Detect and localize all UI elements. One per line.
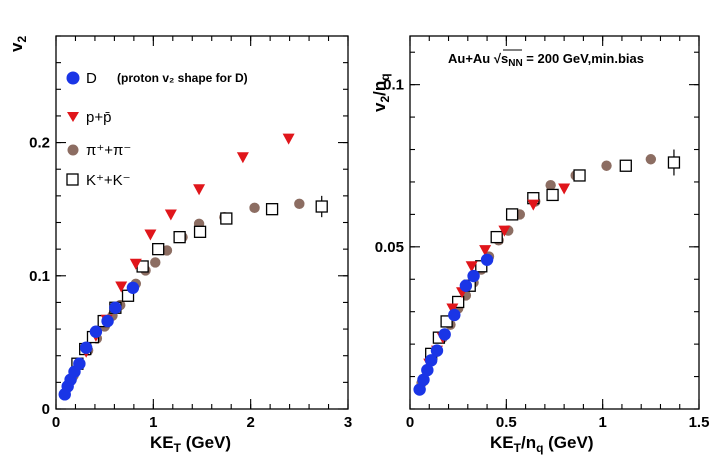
right-d-point	[467, 269, 480, 283]
left-x-tick-label: 2	[246, 414, 254, 431]
right-x-tick-label: 0	[406, 414, 414, 431]
legend-marker-kaon	[66, 173, 79, 186]
left-proton-point	[236, 152, 249, 164]
legend: D (proton v₂ shape for D) p+p̄ π⁺+π⁻ K⁺+…	[66, 70, 248, 189]
right-kaon-point	[452, 295, 465, 309]
left-d-point	[79, 341, 93, 354]
right-kaon-point	[440, 315, 453, 328]
right-d-point	[424, 354, 438, 367]
right-y-tick-label: 0.05	[375, 239, 404, 256]
left-y-tick-label: 0.2	[29, 135, 50, 152]
legend-label-pion: π⁺+π⁻	[86, 142, 131, 159]
left-x-tick-label: 0	[52, 414, 60, 431]
right-proton-point	[465, 261, 478, 273]
left-x-tick-label: 3	[344, 414, 352, 431]
left-d-point	[89, 325, 103, 338]
right-plot-frame	[409, 35, 700, 410]
right-kaon-point	[667, 156, 681, 169]
left-kaon-point	[265, 203, 279, 216]
left-kaon-point	[173, 231, 186, 244]
right-x-tick-label: 1	[598, 414, 606, 431]
left-proton-point	[164, 209, 177, 221]
right-data-group: 0 0.5 1 1.5 0.05 0.1	[375, 36, 710, 431]
left-y-axis-label: v2	[7, 36, 29, 52]
left-y-tick-label: 0.1	[29, 268, 50, 285]
right-kaon-point	[505, 208, 519, 221]
legend-label-proton: p+p̄	[86, 109, 111, 126]
right-d-point	[438, 328, 451, 341]
left-pion-point	[294, 198, 305, 210]
left-d-point	[126, 281, 140, 294]
right-d-point	[480, 253, 494, 266]
right-proton-point	[479, 245, 492, 257]
left-x-axis-label: KET (GeV)	[150, 433, 231, 455]
left-proton-point	[193, 184, 206, 196]
right-x-axis-label: KET/nq (GeV)	[490, 433, 593, 455]
legend-marker-d	[66, 71, 80, 85]
legend-marker-proton	[67, 112, 79, 122]
legend-label-kaon: K⁺+K⁻	[86, 172, 131, 189]
left-x-tick-label: 1	[149, 414, 157, 431]
right-y-tick-label: 0.1	[383, 77, 404, 94]
right-d-point	[430, 344, 444, 357]
right-proton-point	[446, 303, 459, 315]
right-kaon-point	[573, 169, 586, 182]
right-d-point	[417, 373, 430, 387]
left-proton-point	[115, 281, 128, 293]
right-d-point	[459, 279, 473, 292]
left-d-point	[73, 357, 86, 370]
legend-marker-pion	[67, 144, 79, 156]
right-proton-point	[498, 225, 511, 237]
right-kaon-point	[490, 230, 503, 244]
left-kaon-point	[315, 200, 328, 213]
left-data-group: 0 1 2 3 0 0.1 0.2	[29, 35, 352, 431]
right-kaon-point	[619, 159, 632, 172]
right-panel	[409, 35, 700, 410]
plot-layer: 0 1 2 3 0 0.1 0.2 0 0.5 1 1.5 0.05 0.1	[29, 35, 710, 431]
right-proton-point	[558, 183, 571, 195]
collision-system-annotation: Au+Au √sNN = 200 GeV,min.bias	[448, 51, 644, 69]
left-proton-point	[129, 258, 142, 270]
right-pion-point	[545, 180, 556, 191]
left-d-point	[101, 314, 114, 328]
right-d-point	[448, 308, 461, 322]
right-x-tick-label: 1.5	[689, 414, 710, 431]
legend-note: (proton v₂ shape for D)	[117, 71, 248, 85]
left-d-point	[109, 301, 122, 314]
left-kaon-point	[220, 212, 233, 225]
right-y-axis-label: v2/nq	[370, 73, 392, 112]
right-kaon-point	[546, 188, 559, 202]
left-pion-point	[249, 202, 260, 214]
right-d-point	[421, 363, 434, 377]
left-proton-point	[144, 229, 157, 241]
right-x-tick-label: 0.5	[496, 414, 517, 431]
left-y-tick-label: 0	[42, 401, 50, 418]
left-kaon-point	[193, 225, 207, 238]
right-d-point	[413, 383, 426, 396]
right-pion-point	[645, 154, 657, 165]
left-pion-point	[150, 257, 161, 268]
left-pion-point	[161, 245, 173, 256]
legend-label-d: D	[86, 70, 97, 87]
left-proton-point	[282, 133, 295, 145]
right-pion-point	[601, 160, 612, 171]
left-kaon-point	[152, 242, 165, 256]
right-proton-point	[527, 199, 540, 211]
